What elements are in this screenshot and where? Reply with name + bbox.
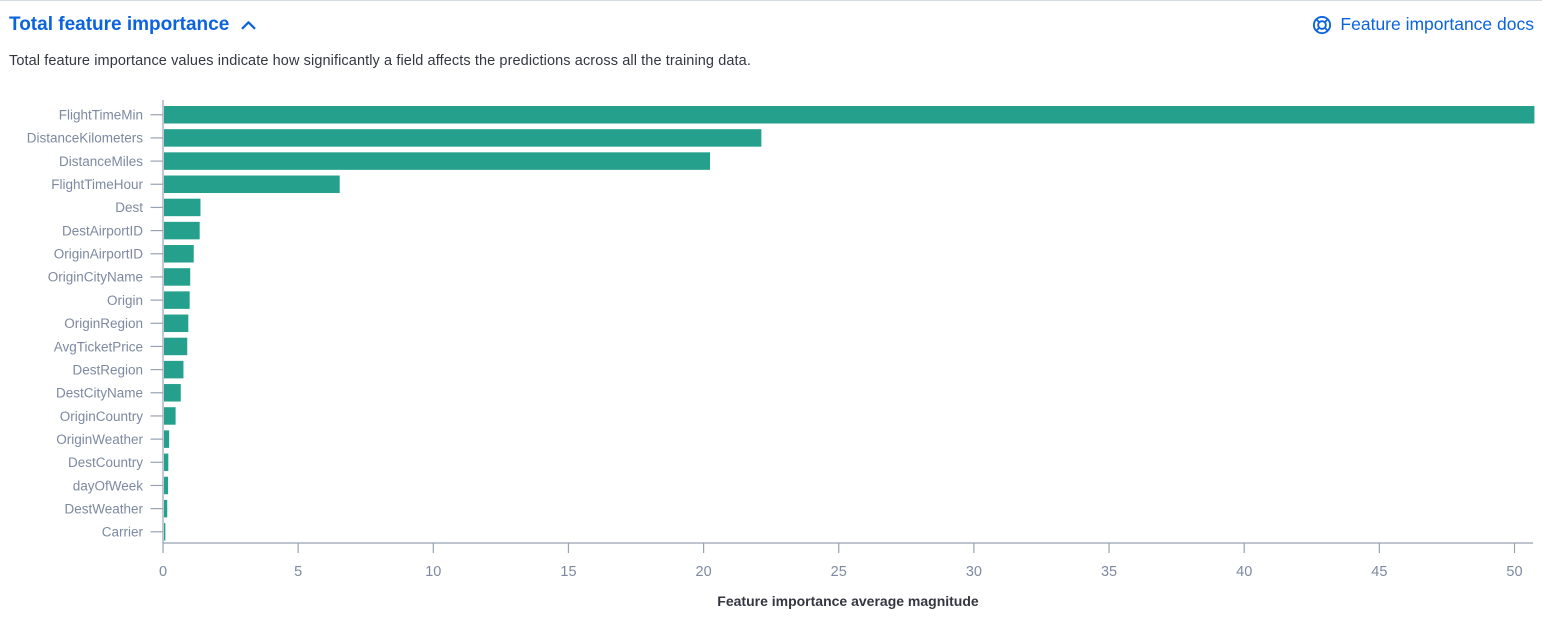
- panel-header: Total feature importance Feature importa…: [9, 14, 1534, 36]
- x-tick-label-35: 35: [1101, 564, 1117, 580]
- bar-DestCityName[interactable]: [164, 384, 181, 402]
- bar-OriginAirportID[interactable]: [164, 245, 194, 263]
- y-axis-label-DestWeather: DestWeather: [64, 501, 143, 516]
- feature-importance-docs-link[interactable]: Feature importance docs: [1312, 14, 1534, 35]
- x-tick-label-30: 30: [966, 564, 982, 580]
- x-tick-label-50: 50: [1506, 564, 1522, 580]
- bar-DestRegion[interactable]: [164, 360, 184, 379]
- x-tick-label-5: 5: [294, 564, 302, 580]
- x-tick-label-25: 25: [831, 564, 847, 580]
- lifebuoy-help-icon: [1312, 15, 1332, 35]
- feature-importance-chart: FlightTimeMin DistanceKilometers DistanceM…: [0, 96, 1542, 618]
- x-tick-label-15: 15: [560, 564, 576, 580]
- y-axis-label-DestAirportID: DestAirportID: [62, 223, 143, 238]
- bar-DistanceMiles[interactable]: [164, 152, 711, 170]
- bar-OriginWeather[interactable]: [164, 430, 170, 448]
- y-axis-label-FlightTimeHour: FlightTimeHour: [51, 177, 143, 192]
- x-tick-label-20: 20: [696, 564, 712, 580]
- x-tick-label-45: 45: [1371, 564, 1387, 580]
- y-axis-label-DestCountry: DestCountry: [68, 455, 143, 470]
- bar-DistanceKilometers[interactable]: [164, 129, 762, 147]
- bar-chart-svg: FlightTimeMin DistanceKilometers DistanceM…: [27, 100, 1535, 609]
- y-axis-label-OriginWeather: OriginWeather: [56, 432, 143, 447]
- y-axis-label-DestCityName: DestCityName: [56, 386, 143, 401]
- bar-OriginRegion[interactable]: [164, 314, 189, 333]
- bar-dayOfWeek[interactable]: [164, 476, 169, 495]
- y-axis-label-OriginCityName: OriginCityName: [48, 270, 143, 285]
- bar-Carrier[interactable]: [164, 523, 166, 541]
- panel-description: Total feature importance values indicate…: [9, 53, 751, 69]
- bar-Dest[interactable]: [164, 198, 201, 217]
- y-axis-label-DistanceMiles: DistanceMiles: [59, 154, 143, 169]
- y-axis-label-Carrier: Carrier: [102, 525, 144, 540]
- y-axis-label-Origin: Origin: [107, 293, 143, 308]
- bar-OriginCityName[interactable]: [164, 268, 191, 286]
- panel-title: Total feature importance: [9, 14, 230, 35]
- y-axis-label-AvgTicketPrice: AvgTicketPrice: [54, 339, 143, 354]
- bar-DestAirportID[interactable]: [164, 221, 200, 240]
- x-tick-label-0: 0: [159, 564, 167, 580]
- bar-Origin[interactable]: [164, 291, 190, 309]
- y-axis-label-FlightTimeMin: FlightTimeMin: [59, 108, 143, 123]
- bar-FlightTimeMin[interactable]: [164, 106, 1535, 124]
- chevron-up-icon[interactable]: [240, 17, 257, 34]
- bar-AvgTicketPrice[interactable]: [164, 337, 188, 356]
- docs-link-label: Feature importance docs: [1340, 14, 1534, 34]
- accordion-toggle-total-feature-importance[interactable]: Total feature importance: [9, 14, 257, 36]
- y-axis-label-OriginCountry: OriginCountry: [60, 409, 144, 424]
- y-axis-label-OriginRegion: OriginRegion: [64, 316, 143, 331]
- bar-DestWeather[interactable]: [164, 499, 168, 518]
- x-axis-title: Feature importance average magnitude: [717, 593, 979, 609]
- y-axis-label-dayOfWeek: dayOfWeek: [73, 478, 144, 493]
- bar-DestCountry[interactable]: [164, 453, 169, 472]
- y-axis-label-Dest: Dest: [115, 200, 143, 215]
- bar-FlightTimeHour[interactable]: [164, 175, 340, 194]
- bar-OriginCountry[interactable]: [164, 407, 176, 425]
- x-tick-label-10: 10: [425, 564, 441, 580]
- y-axis-label-OriginAirportID: OriginAirportID: [54, 247, 144, 262]
- x-tick-label-40: 40: [1236, 564, 1252, 580]
- y-axis-label-DistanceKilometers: DistanceKilometers: [27, 131, 144, 146]
- y-axis-label-DestRegion: DestRegion: [72, 362, 143, 377]
